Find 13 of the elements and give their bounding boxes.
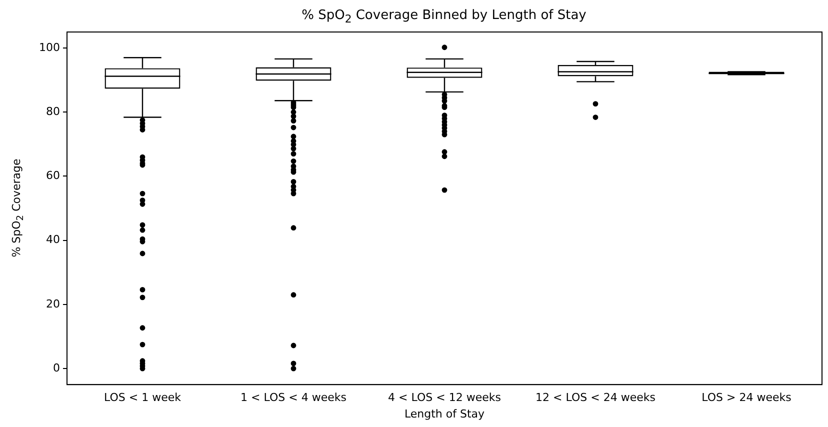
y-tick-label: 60 [46,169,60,182]
x-axis-title: Length of Stay [404,407,486,420]
y-tick-label: 40 [46,233,60,246]
x-tick-label: LOS < 1 week [104,391,182,404]
x-tick-label: 12 < LOS < 24 weeks [536,391,656,404]
y-tick-label: 80 [46,104,60,118]
y-tick-label: 20 [46,297,60,310]
x-tick-label: LOS > 24 weeks [702,391,792,404]
x-tick-label: 4 < LOS < 12 weeks [388,391,502,404]
x-tick-label: 1 < LOS < 4 weeks [240,391,347,404]
y-tick-label: 100 [38,40,60,54]
chart-title: % SpO$_{2}$ Coverage Binned by Length of Stay [300,8,588,26]
y-tick-label: 0 [52,361,60,374]
